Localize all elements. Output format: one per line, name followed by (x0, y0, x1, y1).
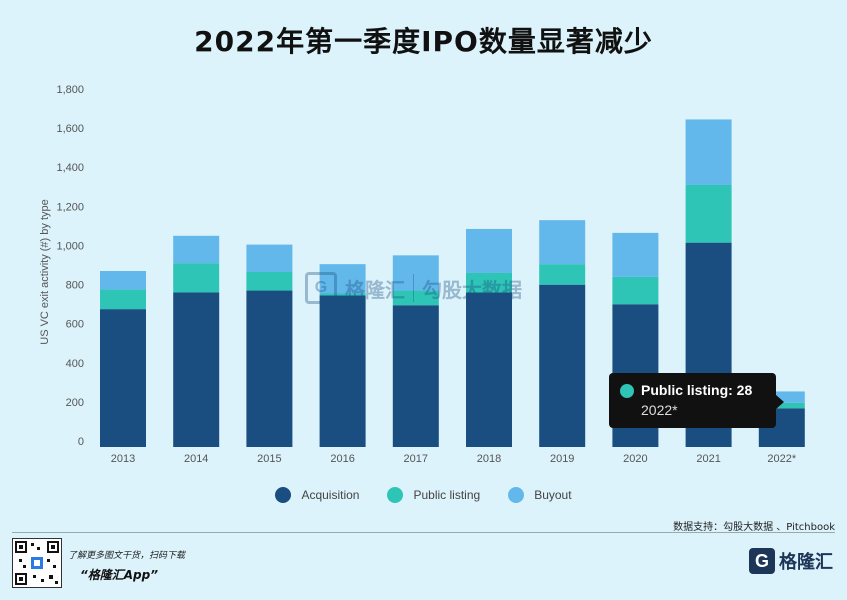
y-tick-label: 200 (66, 397, 84, 409)
bar-buyout-2019[interactable] (539, 220, 586, 265)
bar-public-listing-2013[interactable] (100, 289, 146, 310)
chart-tooltip: Public listing: 28 2022* (609, 373, 784, 428)
footer-app-name: “格隆汇App” (80, 568, 158, 582)
bar-public-listing-2021[interactable] (685, 184, 732, 243)
bar-public-listing-2016[interactable] (319, 293, 366, 296)
footer-divider (12, 532, 835, 533)
x-tick-label: 2019 (550, 453, 574, 465)
bar-acquisition-2017[interactable] (392, 305, 439, 447)
bar-buyout-2017[interactable] (392, 255, 439, 291)
x-tick-label: 2020 (623, 453, 647, 465)
bar-acquisition-2015[interactable] (246, 290, 293, 447)
bar-buyout-2015[interactable] (246, 244, 293, 272)
x-tick-label: 2016 (330, 453, 354, 465)
legend-label: Buyout (534, 488, 572, 502)
legend-dot-icon (508, 487, 525, 503)
y-tick-label: 1,000 (56, 240, 84, 252)
x-tick-label: 2021 (696, 453, 720, 465)
bar-buyout-2018[interactable] (466, 228, 512, 273)
x-tick-label: 2017 (404, 453, 428, 465)
chart-title: 2022年第一季度IPO数量显著减少 (194, 25, 653, 58)
legend-dot-icon (387, 487, 404, 503)
bar-buyout-2013[interactable] (100, 271, 146, 290)
y-tick-label: 1,800 (56, 84, 84, 96)
y-tick-label: 1,400 (56, 162, 84, 174)
bar-acquisition-2019[interactable] (539, 284, 586, 447)
bar-acquisition-2013[interactable] (100, 309, 146, 447)
x-tick-label: 2015 (257, 453, 281, 465)
bar-buyout-2020[interactable] (612, 232, 659, 277)
chart-legend: Acquisition Public listing Buyout (0, 487, 847, 503)
bar-public-listing-2019[interactable] (539, 264, 586, 285)
bar-public-listing-2020[interactable] (612, 276, 659, 305)
x-tick-label: 2018 (477, 453, 501, 465)
bar-buyout-2016[interactable] (319, 264, 366, 294)
brand-logo: G 格隆汇 (749, 548, 833, 574)
legend-item-public-listing[interactable]: Public listing (387, 487, 480, 503)
bar-acquisition-2016[interactable] (319, 295, 366, 447)
qr-code-icon (12, 538, 62, 588)
tooltip-category: 2022* (641, 402, 678, 418)
legend-item-buyout[interactable]: Buyout (508, 487, 572, 503)
x-tick-label: 2022* (767, 453, 796, 465)
brand-name: 格隆汇 (779, 552, 833, 573)
bar-acquisition-2014[interactable] (173, 292, 220, 447)
y-tick-label: 600 (66, 319, 84, 331)
bar-public-listing-2015[interactable] (246, 271, 293, 291)
x-tick-label: 2013 (111, 453, 135, 465)
data-source: 数据支持：勾股大数据 、Pitchbook (673, 522, 835, 533)
y-tick-label: 800 (66, 280, 84, 292)
bar-buyout-2021[interactable] (685, 119, 732, 185)
bar-acquisition-2018[interactable] (466, 292, 512, 447)
legend-label: Acquisition (301, 488, 360, 502)
legend-item-acquisition[interactable]: Acquisition (275, 487, 359, 503)
footer-promo: 了解更多图文干货，扫码下载 (68, 551, 186, 561)
bar-buyout-2014[interactable] (173, 235, 220, 264)
tooltip-value: Public listing: 28 (641, 382, 753, 398)
legend-dot-icon (275, 487, 292, 503)
bar-public-listing-2014[interactable] (173, 263, 220, 293)
bar-public-listing-2017[interactable] (392, 290, 439, 306)
brand-g-icon: G (749, 548, 775, 574)
y-axis-label: US VC exit activity (#) by type (39, 199, 51, 345)
legend-label: Public listing (413, 488, 481, 502)
y-tick-label: 1,200 (56, 201, 84, 213)
y-tick-label: 400 (66, 358, 84, 370)
y-tick-label: 1,600 (56, 123, 84, 135)
y-tick-label: 0 (78, 436, 84, 448)
x-tick-label: 2014 (184, 453, 208, 465)
bar-public-listing-2018[interactable] (466, 272, 512, 293)
tooltip-dot-icon (620, 384, 634, 398)
